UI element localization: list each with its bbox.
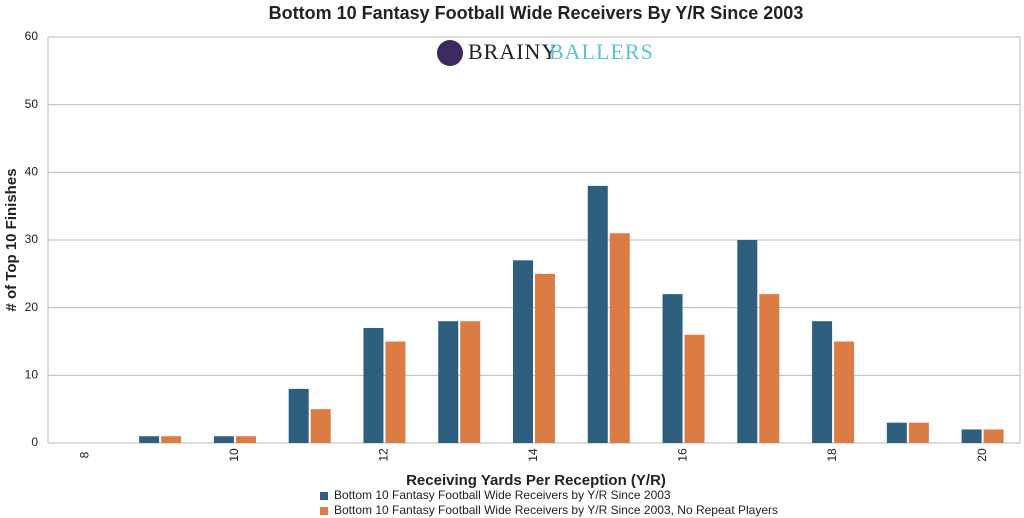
bar (834, 341, 855, 443)
bar (684, 334, 705, 443)
bar (288, 388, 309, 443)
chart-title: Bottom 10 Fantasy Football Wide Receiver… (269, 3, 804, 23)
bar (535, 273, 555, 443)
bar (139, 436, 160, 443)
bar (161, 436, 182, 443)
y-tick-label: 0 (31, 435, 38, 449)
bar (961, 429, 982, 443)
x-tick-label: 18 (825, 448, 839, 462)
x-tick-label: 14 (526, 448, 540, 462)
y-tick-label: 20 (25, 300, 39, 314)
bar (235, 436, 256, 443)
bar (759, 294, 780, 443)
bar (513, 260, 533, 443)
legend-label: Bottom 10 Fantasy Football Wide Receiver… (334, 503, 778, 517)
x-tick-label: 20 (975, 448, 989, 462)
x-tick-label: 12 (377, 448, 391, 462)
logo: BRAINY BALLERS (437, 39, 654, 66)
bar (908, 422, 929, 443)
bar (983, 429, 1004, 443)
legend-swatch (320, 492, 328, 500)
bar (886, 422, 907, 443)
x-tick-label: 16 (676, 448, 690, 462)
y-tick-label: 50 (25, 97, 39, 111)
y-tick-label: 40 (25, 165, 39, 179)
bar (363, 327, 384, 443)
y-tick-label: 30 (25, 232, 39, 246)
bar (609, 233, 630, 443)
bar (310, 409, 331, 443)
legend-label: Bottom 10 Fantasy Football Wide Receiver… (334, 488, 671, 502)
x-tick-label: 10 (227, 448, 241, 462)
y-tick-label: 10 (25, 368, 39, 382)
y-tick-label: 60 (25, 29, 39, 43)
bar (587, 185, 608, 443)
bar (385, 341, 406, 443)
logo-text: BALLERS (549, 39, 654, 64)
y-axis-title: # of Top 10 Finishes (3, 168, 20, 311)
legend-swatch (320, 507, 328, 515)
bar (438, 321, 459, 443)
bar (213, 436, 234, 443)
logo-icon (437, 40, 463, 66)
bar (662, 294, 683, 443)
bar (737, 240, 758, 443)
bar (460, 321, 481, 443)
x-axis-title: Receiving Yards Per Reception (Y/R) (406, 472, 666, 489)
bar (812, 321, 833, 443)
x-tick-label: 8 (78, 451, 92, 458)
logo-text: BRAINY (468, 39, 558, 64)
